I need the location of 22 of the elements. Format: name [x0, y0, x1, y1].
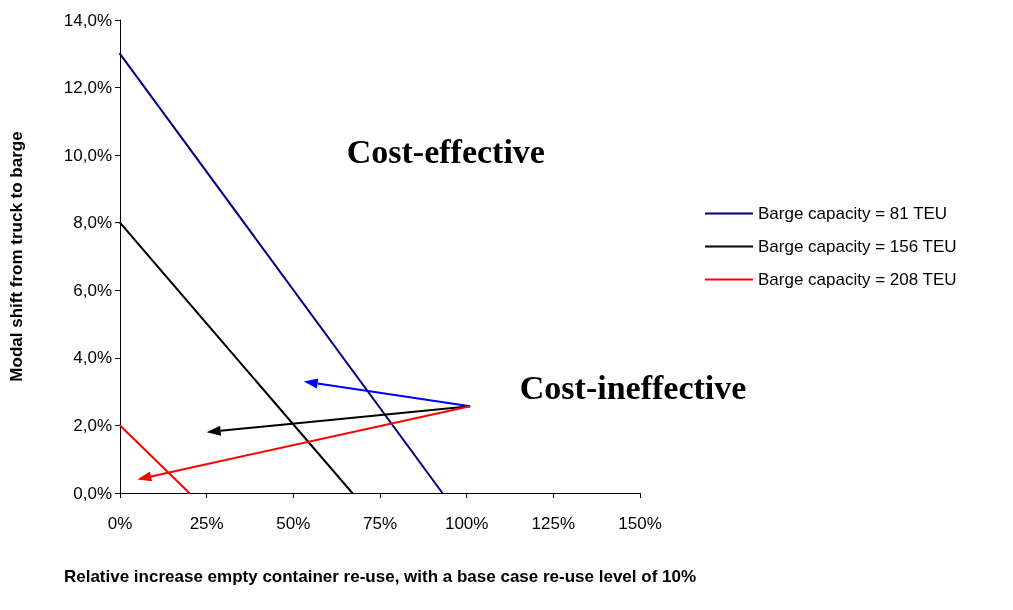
x-tick-label: 125%: [531, 514, 576, 533]
y-tick-label: 10,0%: [63, 145, 112, 165]
y-tick-label: 12,0%: [63, 78, 112, 98]
y-tick-label: 6,0%: [73, 280, 112, 300]
legend-label: Barge capacity = 208 TEU: [758, 270, 957, 289]
y-tick-label: 4,0%: [73, 348, 112, 368]
x-tick-label: 100%: [444, 514, 489, 533]
y-tick-label: 14,0%: [63, 10, 112, 30]
legend-label: Barge capacity = 81 TEU: [758, 204, 948, 223]
annotation: Cost-effective: [346, 132, 545, 170]
y-axis-title: Modal shift from truck to barge: [7, 131, 26, 382]
y-tick-label: 2,0%: [73, 415, 112, 435]
x-tick-label: 50%: [276, 514, 311, 533]
x-tick-label: 25%: [189, 514, 224, 533]
y-tick-label: 0,0%: [73, 483, 112, 503]
annotation: Cost-ineffective: [519, 369, 747, 407]
x-tick-label: 0%: [107, 514, 133, 533]
legend-label: Barge capacity = 156 TEU: [758, 237, 957, 256]
x-tick-label: 75%: [362, 514, 398, 533]
x-tick-label: 150%: [618, 514, 662, 533]
y-tick-label: 8,0%: [73, 213, 112, 233]
x-axis-title: Relative increase empty container re-use, with a base case re-use level of 10%: [63, 566, 697, 586]
